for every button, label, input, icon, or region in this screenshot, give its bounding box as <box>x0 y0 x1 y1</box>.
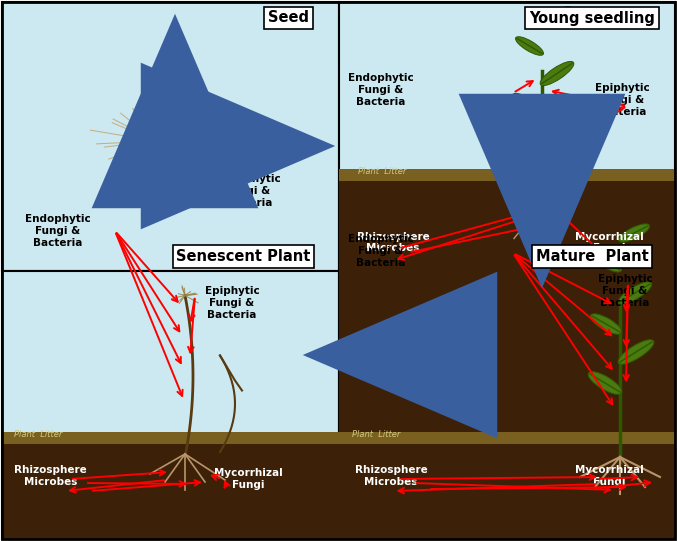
Ellipse shape <box>512 94 544 116</box>
Ellipse shape <box>131 118 209 148</box>
Bar <box>338 2 675 270</box>
Text: Rhizosphere
Microbes: Rhizosphere Microbes <box>357 232 429 253</box>
Text: Endophytic
Fungi &
Bacteria: Endophytic Fungi & Bacteria <box>347 74 414 107</box>
Text: Mycorrhizal
Fungi: Mycorrhizal Fungi <box>575 465 643 487</box>
Text: Plant  Litter: Plant Litter <box>353 430 401 439</box>
Text: Endophytic
Fungi &
Bacteria: Endophytic Fungi & Bacteria <box>25 214 91 248</box>
Bar <box>2 270 338 539</box>
Text: Mycorrhizal
Fungi: Mycorrhizal Fungi <box>214 468 282 490</box>
Ellipse shape <box>618 224 650 242</box>
Bar <box>2 432 338 444</box>
Bar <box>338 432 675 444</box>
Text: Endophytic
Fungi &
Bacteria: Endophytic Fungi & Bacteria <box>215 174 281 208</box>
Text: Epiphytic
Fungi &
Bacteria: Epiphytic Fungi & Bacteria <box>204 286 259 320</box>
Ellipse shape <box>590 314 621 334</box>
Ellipse shape <box>588 372 622 394</box>
Ellipse shape <box>592 253 621 272</box>
Text: Mature  Plant: Mature Plant <box>536 249 649 264</box>
Ellipse shape <box>515 37 544 55</box>
Text: Senescent Plant: Senescent Plant <box>176 249 311 264</box>
Text: Plant  Litter: Plant Litter <box>359 167 407 175</box>
Bar <box>338 442 675 539</box>
Text: Rhizosphere
Microbes: Rhizosphere Microbes <box>355 465 427 487</box>
Bar <box>2 2 338 270</box>
Ellipse shape <box>123 117 211 153</box>
Ellipse shape <box>618 282 652 304</box>
Ellipse shape <box>618 340 654 364</box>
Text: Plant  Litter: Plant Litter <box>14 430 62 439</box>
Bar <box>338 270 675 539</box>
Text: Mycorrhizal
Fungi: Mycorrhizal Fungi <box>575 232 643 253</box>
Ellipse shape <box>540 6 571 25</box>
Ellipse shape <box>540 62 574 85</box>
Bar <box>338 168 675 181</box>
Text: Seed: Seed <box>268 10 309 25</box>
Bar <box>338 181 675 537</box>
Text: Epiphytic
Fungi &
Bacteria: Epiphytic Fungi & Bacteria <box>594 83 649 117</box>
Text: Endophytic
Fungi &
Bacteria: Endophytic Fungi & Bacteria <box>347 234 414 268</box>
Text: Rhizosphere
Microbes: Rhizosphere Microbes <box>14 465 87 487</box>
Text: Epiphytic
Fungi &
Bacteria: Epiphytic Fungi & Bacteria <box>598 274 653 308</box>
Bar <box>2 442 338 539</box>
Text: Young seedling: Young seedling <box>529 10 655 25</box>
